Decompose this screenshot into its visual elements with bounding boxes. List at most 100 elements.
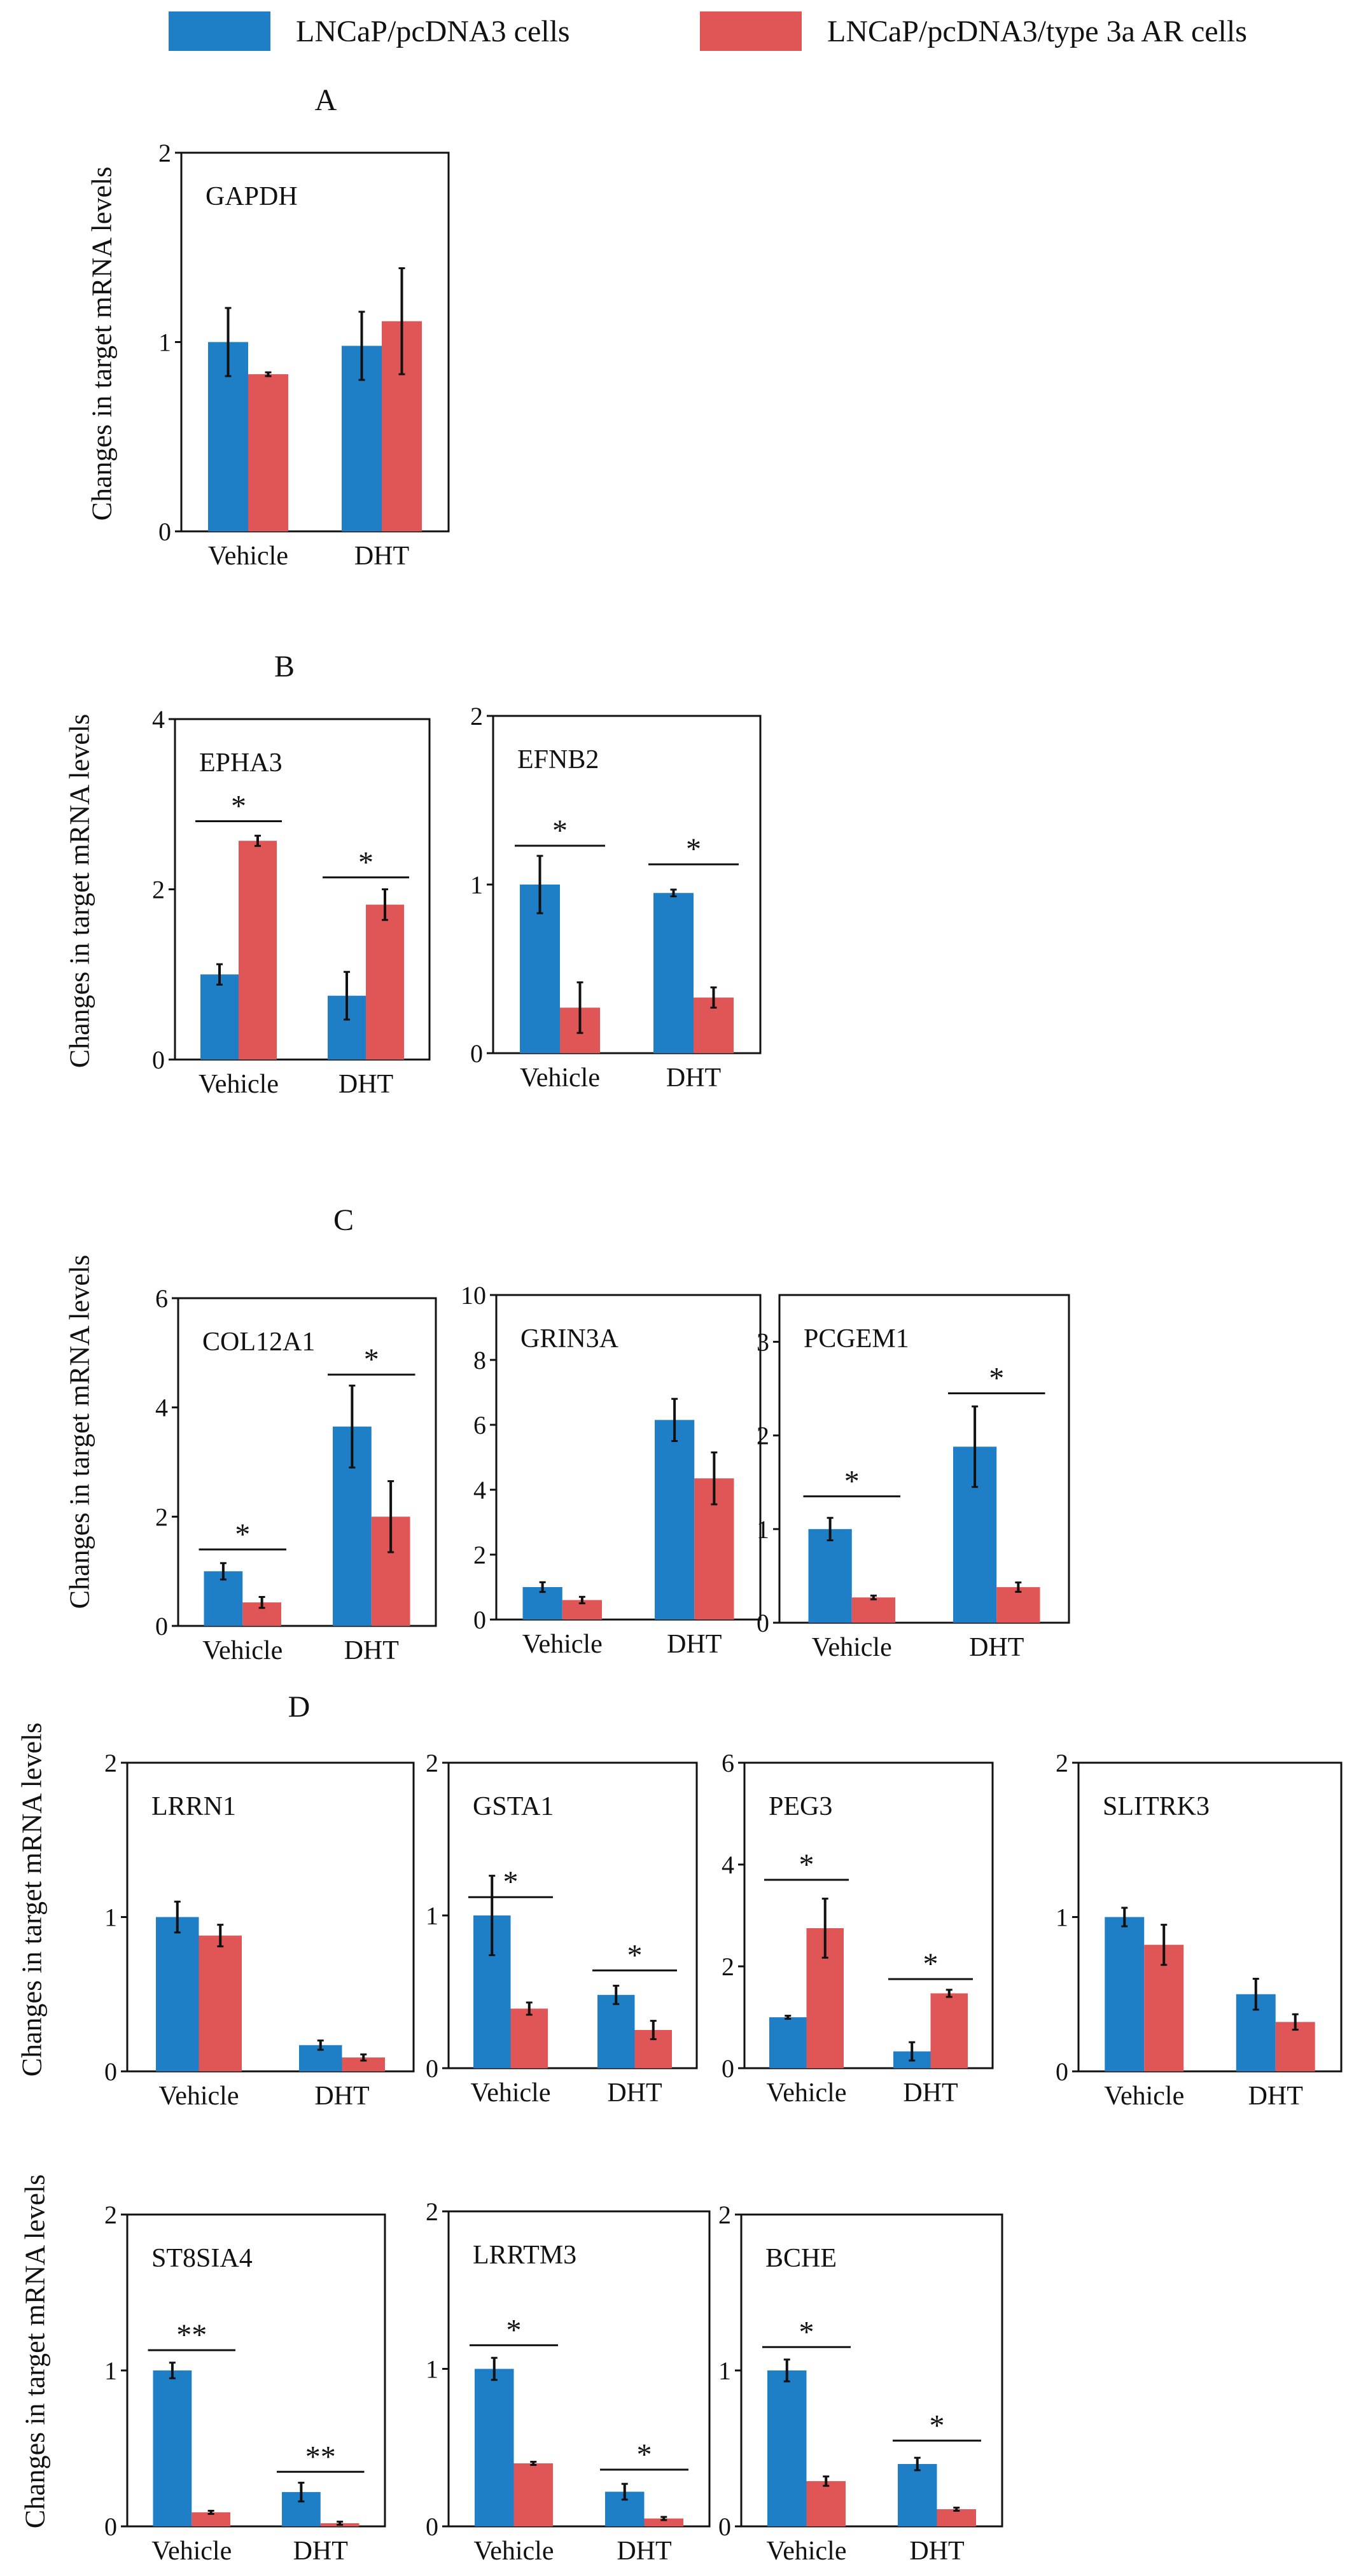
chart-frame [495,1294,762,1621]
x-tick-label: DHT [314,2082,369,2111]
chart-title: LRRTM3 [473,2241,576,2270]
legend-label-series1: LNCaP/pcDNA3 cells [296,14,570,48]
x-tick-label: DHT [666,1063,721,1093]
bar-lrrtm3-1-1 [644,2518,683,2526]
chart-title: LRRN1 [151,1792,236,1821]
significance-marker: ** [305,2440,336,2474]
y-tick-label: 0 [426,2054,438,2083]
significance-marker: * [844,1464,860,1498]
x-tick-label: DHT [338,1070,393,1099]
y-tick-label: 1 [104,1903,117,1932]
chart-gsta1: 0 1 2 GSTA1 Vehicle DHT * * [426,1749,698,2108]
chart-title: COL12A1 [202,1327,315,1357]
chart-title: EFNB2 [517,745,599,774]
y-tick-label: 0 [473,1606,486,1634]
y-tick-label: 0 [104,2057,117,2086]
y-tick-label: 0 [426,2512,438,2541]
chart-title: GRIN3A [520,1324,619,1354]
y-tick-label: 1 [426,2355,438,2384]
chart-col12a1: 0 2 4 6 COL12A1 Vehicle DHT * * [155,1284,437,1665]
y-tick-label: 2 [470,702,483,731]
y-tick-label: 6 [722,1749,734,1777]
y-tick-label: 0 [158,517,171,546]
significance-marker: ** [176,2318,207,2352]
bar-epha3-0-0 [200,974,239,1060]
significance-marker: * [686,832,701,866]
chart-pcgem1: 0 1 2 3 PCGEM1 Vehicle DHT * * [757,1294,1070,1662]
panel-letter-d: D [288,1690,311,1724]
chart-peg3: 0 2 4 6 PEG3 Vehicle DHT * * [722,1749,994,2108]
chart-title: EPHA3 [199,748,283,778]
significance-marker: * [930,2409,945,2442]
x-tick-label: DHT [344,1636,399,1665]
x-tick-label: Vehicle [159,2082,239,2111]
y-tick-label: 0 [470,1039,483,1068]
bar-lrrtm3-0-0 [475,2369,514,2526]
y-tick-label: 2 [104,1749,117,1777]
bar-bche-0-1 [806,2481,846,2526]
significance-marker: * [503,1865,519,1899]
x-tick-label: Vehicle [522,1630,603,1659]
y-tick-label: 0 [718,2512,731,2541]
significance-marker: * [358,846,373,879]
significance-marker: * [364,1343,379,1376]
bar-pcgem1-1-1 [996,1587,1040,1623]
chart-frame [743,1761,994,2069]
chart-frame [778,1294,1070,1624]
significance-marker: * [637,2438,652,2472]
y-tick-label: 0 [155,1612,168,1641]
y-tick-label: 6 [155,1284,168,1313]
y-tick-label: 2 [757,1422,769,1450]
x-tick-label: Vehicle [767,2078,847,2108]
y-tick-label: 1 [426,1901,438,1930]
chart-title: GAPDH [206,182,298,211]
y-tick-label: 2 [426,1749,438,1777]
bar-lrrtm3-0-1 [513,2463,553,2526]
y-tick-label: 0 [757,1609,769,1637]
chart-lrrn1: 0 1 2 LRRN1 Vehicle DHT [104,1749,415,2111]
significance-marker: * [989,1362,1004,1396]
legend-swatch-series1 [169,11,270,51]
y-tick-label: 2 [426,2197,438,2226]
significance-marker: * [552,814,568,848]
legend-item-series1: LNCaP/pcDNA3 cells [169,11,570,51]
y-tick-label: 1 [757,1515,769,1544]
significance-marker: * [799,1848,814,1882]
significance-marker: * [231,790,246,823]
chart-title: GSTA1 [473,1792,554,1821]
x-tick-label: Vehicle [767,2537,847,2566]
bar-gsta1-0-1 [510,2008,548,2068]
legend-item-series2: LNCaP/pcDNA3/type 3a AR cells [700,11,1247,51]
bar-gapdh-0-1 [248,374,288,531]
chart-lrrtm3: 0 1 2 LRRTM3 Vehicle DHT * * [426,2197,711,2566]
y-tick-label: 2 [473,1541,486,1569]
bar-pcgem1-0-0 [808,1529,852,1623]
chart-title: PEG3 [769,1792,832,1821]
y-tick-label: 1 [470,871,483,899]
x-tick-label: DHT [354,542,409,571]
x-tick-label: DHT [1248,2082,1303,2111]
x-tick-label: Vehicle [208,542,288,571]
x-tick-label: DHT [969,1633,1024,1662]
y-tick-label: 0 [722,2054,734,2083]
bar-peg3-1-1 [930,1993,968,2068]
x-tick-label: DHT [909,2537,964,2566]
x-tick-label: Vehicle [151,2537,232,2566]
y-tick-label: 2 [158,139,171,167]
y-tick-label: 0 [1056,2057,1068,2086]
bar-lrrn1-0-1 [199,1935,242,2071]
y-tick-label: 2 [155,1502,168,1531]
x-tick-label: DHT [293,2537,348,2566]
significance-marker: * [506,2313,522,2347]
x-tick-label: DHT [607,2078,662,2108]
significance-marker: * [627,1938,643,1972]
bar-epha3-1-1 [366,904,404,1060]
bar-grin3a-1-0 [655,1420,695,1620]
bar-st8sia4-0-1 [192,2512,230,2526]
bar-bche-1-1 [937,2509,976,2526]
bar-lrrn1-0-0 [156,1917,199,2071]
x-tick-label: Vehicle [520,1063,600,1093]
bar-bche-0-0 [767,2370,807,2526]
bar-bche-1-0 [898,2464,937,2526]
